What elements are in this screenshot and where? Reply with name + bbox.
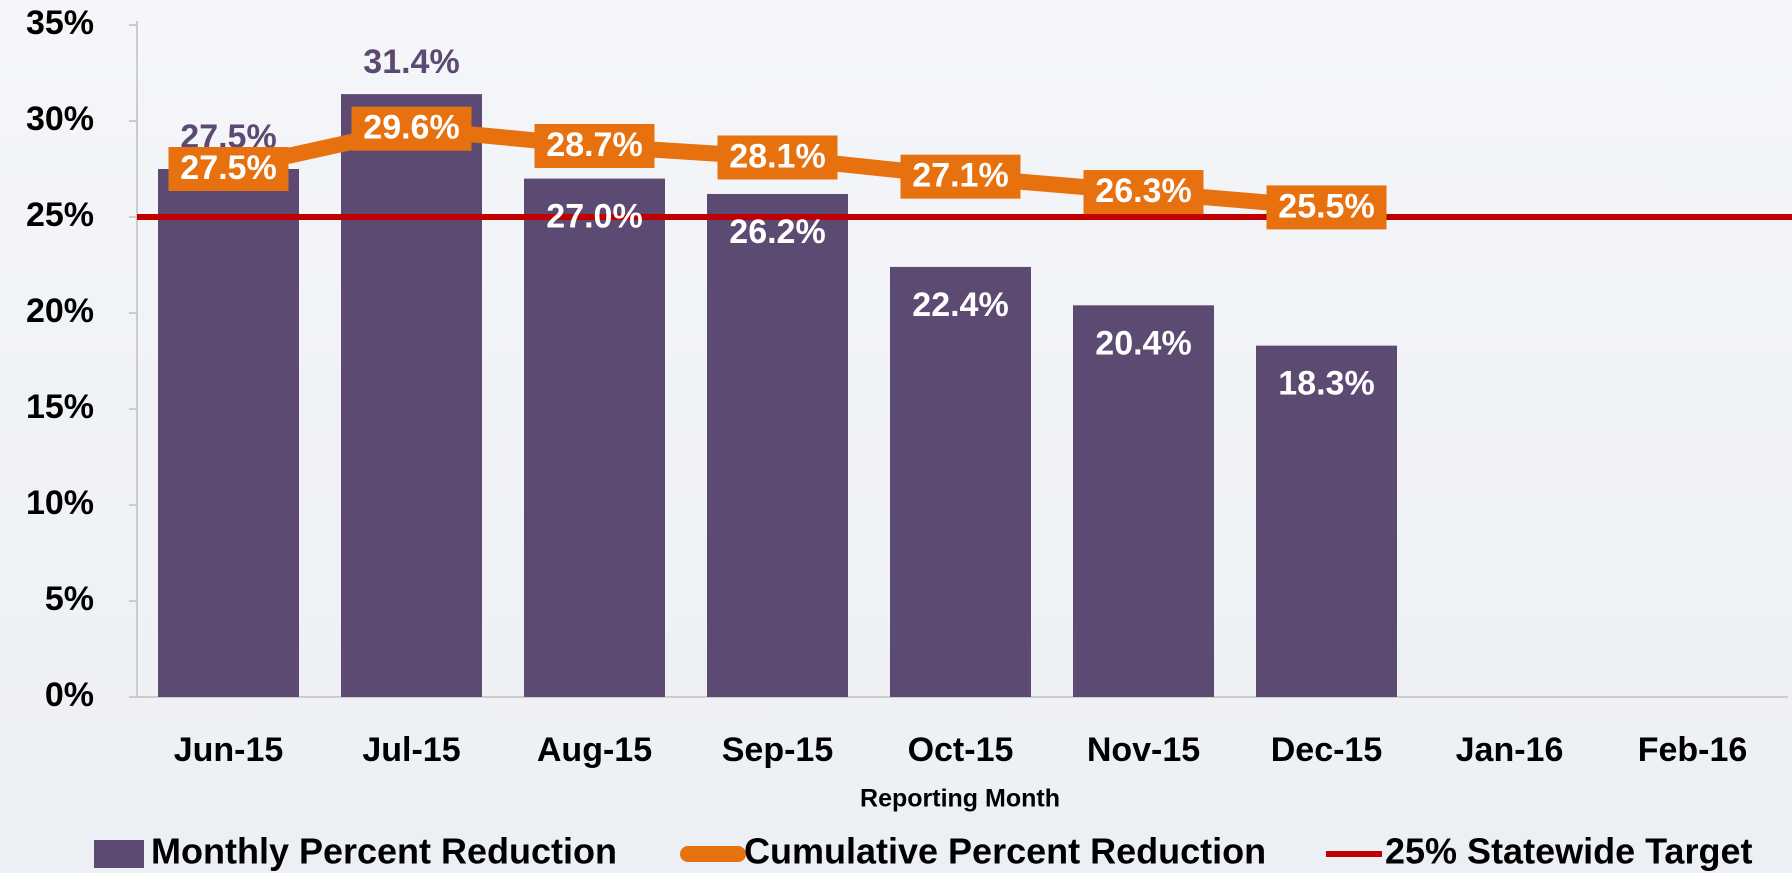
x-axis-title: Reporting Month [860,785,1060,813]
bar [1073,305,1214,697]
bar-value-label: 22.4% [912,286,1008,324]
y-tick-label: 25% [26,196,94,234]
line-label-box [351,106,472,151]
line-value-label: 28.7% [546,126,642,164]
bar-value-label: 18.3% [1278,365,1374,403]
x-tick-label: Nov-15 [1087,731,1200,769]
line-label-box [168,147,289,191]
bar [1256,345,1397,697]
x-tick-label: Jan-16 [1456,731,1564,769]
x-tick-label: Sep-15 [722,731,834,769]
bar [890,266,1031,697]
bar [707,193,848,697]
y-tick-label: 10% [26,484,94,522]
x-tick-label: Feb-16 [1638,731,1748,769]
x-tick-label: Jun-15 [174,731,284,769]
legend-label: Monthly Percent Reduction [151,831,617,872]
line-value-label: 26.3% [1095,172,1191,210]
y-tick-label: 35% [26,4,94,42]
x-tick-label: Oct-15 [908,731,1014,769]
y-tick-label: 5% [45,580,94,618]
line-value-label: 27.1% [912,157,1008,195]
x-tick-label: Aug-15 [537,731,652,769]
legend-label: 25% Statewide Target [1385,831,1752,872]
bar-value-label: 26.2% [729,213,825,251]
line-label-box [534,123,655,168]
y-tick-label: 15% [26,388,94,426]
bar-value-label: 27.0% [546,198,642,236]
line-label-box [1266,185,1387,230]
y-tick-label: 30% [26,100,94,138]
bar-value-label: 31.4% [363,43,459,81]
legend-swatch [94,840,144,868]
bar [524,178,665,698]
line-value-label: 28.1% [729,137,825,175]
x-tick-label: Dec-15 [1271,731,1383,769]
bar-value-label: 20.4% [1095,324,1191,362]
x-tick-label: Jul-15 [362,731,460,769]
legend-label: Cumulative Percent Reduction [744,831,1266,872]
line-label-box [900,154,1021,199]
y-tick-label: 0% [45,676,94,714]
bar [158,169,299,697]
bar [341,94,482,698]
line-label-box [717,135,838,180]
line-value-label: 25.5% [1278,187,1374,225]
line-label-box [1083,170,1204,215]
line-value-label: 29.6% [363,109,459,147]
line-value-label: 27.5% [180,149,276,187]
y-tick-label: 20% [26,292,94,330]
